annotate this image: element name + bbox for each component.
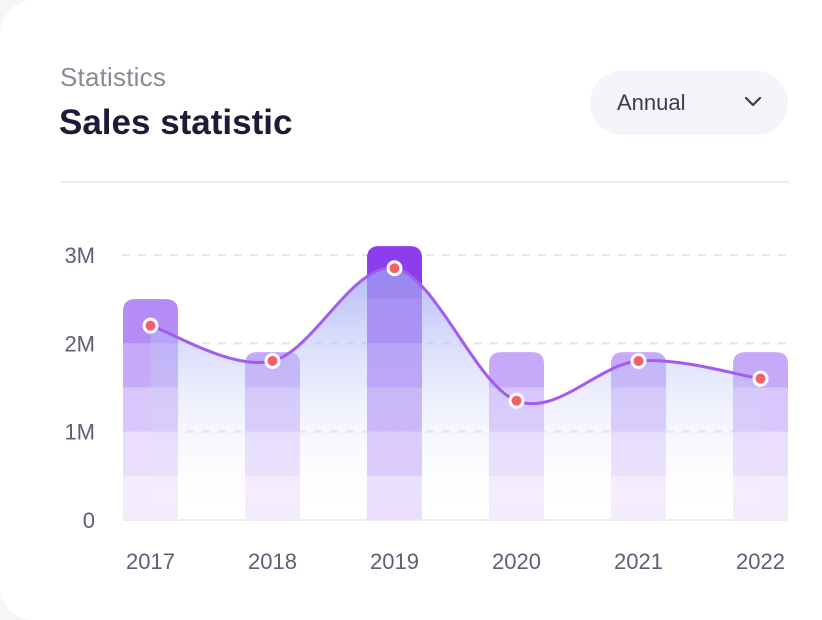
x-tick-label-2021: 2021	[614, 549, 663, 574]
x-tick-label-2022: 2022	[736, 549, 785, 574]
period-dropdown[interactable]: Annual	[590, 71, 788, 135]
x-tick-label-2017: 2017	[126, 549, 175, 574]
sales-chart: 0 1M 2M 3M 2017 2018 2019 2020 2021 2022	[64, 243, 788, 574]
trend-area	[150, 267, 761, 520]
header-divider	[60, 181, 789, 183]
data-point-2019[interactable]	[386, 260, 403, 277]
data-point-2022[interactable]	[752, 370, 769, 387]
y-tick-label: 2M	[64, 331, 95, 356]
y-tick-label: 3M	[64, 243, 95, 268]
x-tick-label-2018: 2018	[248, 549, 297, 574]
card-title: Sales statistic	[59, 103, 293, 142]
data-point-2018[interactable]	[264, 353, 281, 369]
period-dropdown-label: Annual	[617, 90, 686, 115]
x-tick-label-2019: 2019	[370, 549, 419, 574]
card-subtitle: Statistics	[60, 62, 167, 92]
y-tick-label: 1M	[64, 420, 95, 445]
data-point-2020[interactable]	[508, 392, 525, 409]
y-tick-label: 0	[83, 508, 95, 533]
chevron-down-icon	[744, 96, 762, 107]
x-tick-label-2020: 2020	[492, 549, 541, 574]
data-point-2017[interactable]	[142, 317, 159, 334]
data-point-2021[interactable]	[630, 353, 647, 369]
